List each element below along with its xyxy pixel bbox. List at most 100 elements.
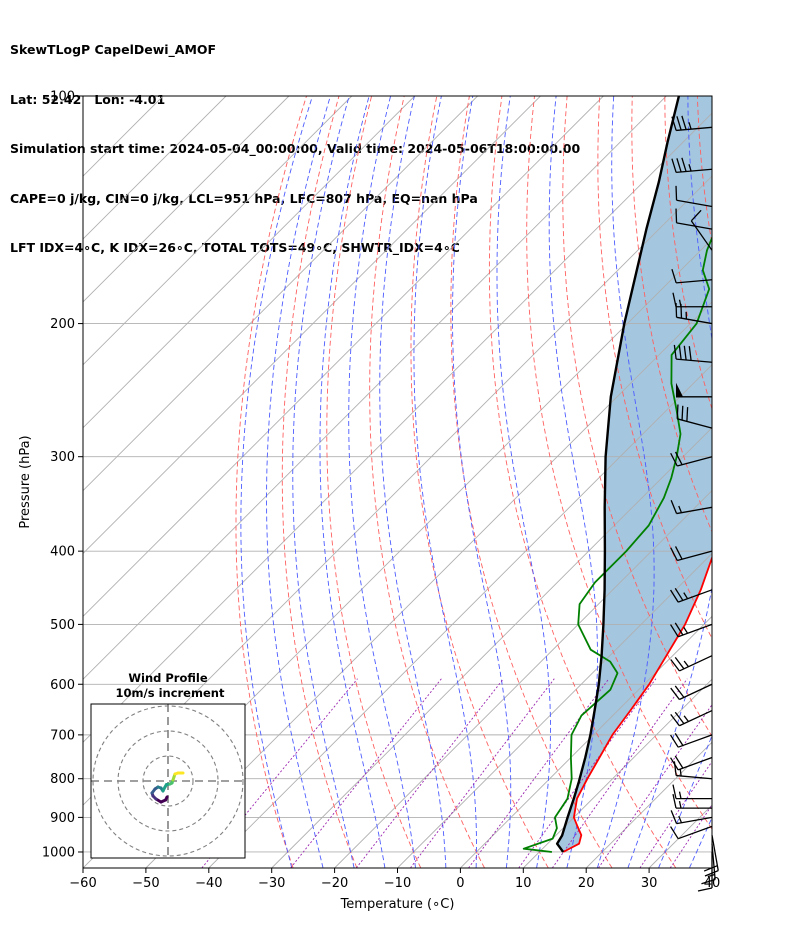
barb-full [672, 292, 677, 307]
dewpoint-line [522, 235, 712, 853]
barb-full [674, 622, 684, 636]
dry-adiabat [631, 96, 712, 533]
barb-full [674, 711, 685, 725]
hodograph-subtitle: 10m/s increment [116, 686, 225, 700]
moist-adiabat [627, 96, 712, 868]
isotherm [145, 301, 712, 868]
wind-barb-layer [670, 115, 719, 892]
barb-staff [676, 199, 713, 208]
barb-full [675, 208, 678, 223]
isotherm [83, 96, 290, 303]
barb-full [701, 878, 716, 885]
wind-barb [670, 622, 713, 638]
x-tick-label: 10 [515, 876, 532, 891]
title-station: SkewTLogP CapelDewi_AMOF [10, 42, 217, 57]
dry-adiabat [488, 96, 677, 868]
hodograph-background [91, 704, 245, 858]
isotherm [397, 552, 712, 868]
barb-full [674, 587, 684, 601]
barb-full [681, 115, 687, 130]
barb-half [678, 505, 683, 513]
wind-barb [671, 157, 713, 174]
dry-adiabat [410, 96, 549, 868]
wind-barb [673, 344, 713, 363]
barb-half [678, 299, 682, 307]
x-axis-label: Temperature (∘C) [340, 897, 455, 912]
barb-staff [676, 222, 713, 230]
hodograph-plot [91, 704, 245, 858]
barb-half [678, 791, 682, 799]
wind-barb [701, 843, 716, 885]
barb-full [671, 268, 677, 284]
barb-staff [677, 550, 713, 562]
barb-full [683, 345, 687, 361]
y-axis-label: Pressure (hPa) [18, 435, 33, 528]
barb-full [670, 757, 679, 771]
barb-staff [677, 418, 713, 429]
barb-half [707, 873, 715, 878]
barb-half [688, 164, 692, 172]
wind-barb [670, 500, 713, 515]
adiabat-layer [201, 96, 794, 868]
moist-adiabat [720, 96, 794, 868]
wind-barb [670, 755, 713, 771]
isotherm [83, 96, 541, 555]
x-tick-label: −30 [258, 876, 285, 891]
isotherm [83, 96, 416, 429]
moist-adiabat [348, 96, 416, 868]
temperature-line [562, 555, 712, 853]
barb-full [704, 869, 719, 877]
x-tick-label: −40 [195, 876, 222, 891]
barb-half [679, 768, 682, 777]
wind-barb [672, 784, 712, 800]
cape-fill-layer [557, 96, 712, 852]
barb-full [670, 624, 679, 638]
barb-full [673, 344, 677, 360]
barb-full [678, 345, 682, 360]
barb-half [683, 592, 689, 600]
barb-full [672, 794, 677, 809]
wind-barb [703, 835, 719, 877]
moist-adiabat [292, 96, 355, 868]
barb-half [678, 815, 683, 824]
moist-adiabat [319, 96, 386, 868]
chart-title-block: SkewTLogP CapelDewi_AMOF Lat: 52.42 Lon:… [10, 9, 580, 273]
barb-full [674, 451, 683, 466]
barb-full [670, 659, 680, 672]
isotherm [83, 96, 604, 618]
wind-barb [670, 733, 713, 748]
barb-full [670, 810, 678, 824]
barb-full [674, 656, 685, 670]
barb-full [670, 547, 678, 561]
isotherm [83, 96, 227, 240]
wind-barb [670, 683, 713, 701]
barb-half [678, 801, 682, 809]
barb-staff [676, 279, 713, 284]
isotherm [711, 867, 712, 868]
isotherm [83, 112, 712, 743]
y-tick-label: 500 [50, 618, 75, 633]
barb-full [674, 755, 684, 769]
barb-full [676, 158, 682, 173]
dry-adiabat [664, 96, 712, 411]
wind-barb [671, 268, 713, 284]
wind-barb [672, 794, 712, 809]
barb-staff [676, 816, 713, 825]
barb-full [670, 713, 680, 727]
wind-barb [670, 587, 713, 603]
barb-full [670, 734, 679, 748]
barb-full [676, 404, 679, 419]
barb-staff [676, 126, 713, 132]
wind-barb [670, 546, 713, 562]
mixing-ratio-line [598, 703, 712, 868]
barb-full [697, 887, 713, 892]
hodograph-frame [90, 703, 246, 859]
moist-adiabat [596, 96, 655, 868]
barb-staff [676, 774, 713, 780]
barb-staff [677, 456, 713, 467]
barb-half [688, 122, 692, 130]
wind-barb [676, 404, 713, 429]
wind-barb [675, 208, 713, 230]
axes-layer: −60 −50 −40 −30 −20 −10 0 10 20 30 40 1000 900 800 700… [42, 90, 720, 892]
